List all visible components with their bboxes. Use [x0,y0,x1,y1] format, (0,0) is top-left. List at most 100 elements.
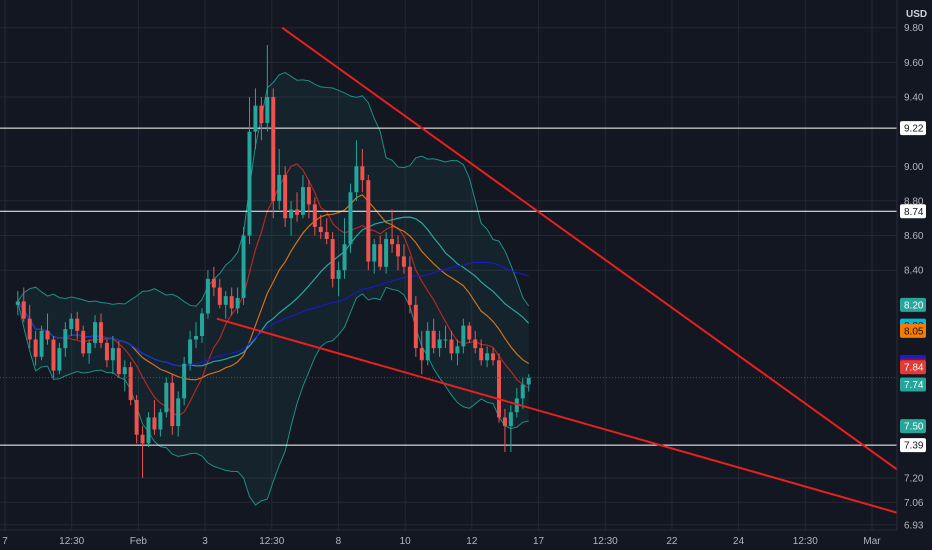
candle-body [51,339,56,371]
candle-body [324,232,329,240]
candle-body [277,174,282,201]
candle-body [437,339,442,349]
candle-body [378,244,383,267]
candle-body [526,377,531,385]
price-tag-label: 8.74 [904,207,924,218]
price-tag-label: 7.84 [904,363,924,374]
price-tag-label: 8.05 [904,326,924,337]
candle-body [69,318,74,330]
candle-body [15,301,20,305]
candle-body [229,296,234,309]
candle-body [407,266,412,305]
candle-body [366,180,371,262]
price-tag [900,438,926,453]
candle-body [401,256,406,267]
horizontal-levels[interactable] [0,127,897,446]
candle-body [384,239,389,267]
candle-body [223,296,228,305]
price-tick-label: 8.80 [904,196,924,207]
candle-body [75,318,80,331]
candle-body [425,330,430,361]
candle-body [128,367,133,401]
candle-body [520,384,525,399]
time-tick-label: 12:30 [59,536,84,547]
price-tag [900,204,926,219]
candle-body [63,329,68,349]
candle-body [122,367,127,375]
price-tick-label: 9.00 [904,162,924,173]
time-tick-label: 24 [733,536,745,547]
price-tick-label: 6.93 [904,520,924,531]
candle-body [158,412,163,430]
candle-body [199,313,204,337]
candle-body [318,226,323,233]
candle-body [431,330,436,349]
candle-body [87,342,92,354]
candle-body [455,346,460,354]
time-tick-label: 3 [202,536,208,547]
candle-body [57,348,62,371]
time-tick-label: 8 [336,536,342,547]
candle-body [491,353,496,361]
grid [0,0,897,530]
candle-body [443,339,448,341]
price-tag [900,323,926,338]
candle-body [93,322,98,343]
candle-body [496,360,501,418]
candle-body [39,330,44,357]
trendline [216,317,898,514]
candle-body [283,174,288,219]
trendline [281,26,898,471]
candle-body [396,244,401,257]
candle-body [413,304,418,349]
candle-body [134,400,139,435]
price-tag [900,297,926,312]
currency-label: USD [906,9,927,20]
candle-body [217,287,222,305]
trendlines[interactable] [216,26,898,514]
candle-body [467,325,472,340]
candle-body [110,348,115,361]
candle-body [336,270,341,279]
candle-body [182,363,187,399]
candle-body [300,187,305,215]
candle-body [27,318,32,340]
candle-body [188,339,193,364]
candle-body [146,417,151,444]
candles [15,45,531,479]
time-tick-label: 12:30 [259,536,284,547]
time-tick-label: 22 [666,536,678,547]
price-tag-label: 7.74 [904,380,924,391]
candle-body [116,348,121,375]
candle-body [342,244,347,271]
candle-body [81,330,86,354]
candle-body [205,278,210,314]
candle-body [449,339,454,354]
candle-body [295,209,300,215]
candle-body [140,434,145,444]
price-tick-label: 7.20 [904,474,924,485]
time-axis-background [0,530,932,550]
candle-body [502,417,507,427]
price-axis[interactable]: 9.80 9.60 9.40 9.00 8.80 8.60 8.40 7.20 7.06 6.93 [904,23,924,531]
time-tick-label: Mar [863,536,881,547]
price-tag [900,419,926,434]
candle-body [152,417,157,430]
candle-body [253,105,258,132]
time-tick-label: 10 [400,536,412,547]
price-tag [900,121,926,136]
time-axis[interactable]: 7 12:30 Feb 3 12:30 8 10 12 17 12:30 22 24 12:30 Mar [2,536,881,547]
candle-body [348,192,353,245]
candle-body [330,239,335,279]
candle-body [354,166,359,193]
candle-body [211,278,216,288]
price-tick-label: 8.40 [904,266,924,277]
candle-body [164,382,169,413]
candle-body [514,398,519,413]
price-tick-label: 9.60 [904,58,924,69]
candle-body [508,412,513,427]
candle-body [271,96,276,201]
candle-body [265,96,270,123]
